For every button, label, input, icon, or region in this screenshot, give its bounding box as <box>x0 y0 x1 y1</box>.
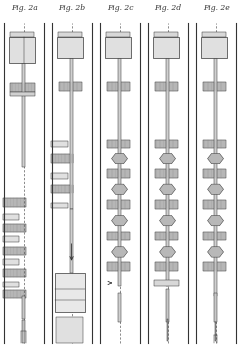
Bar <box>3 198 26 207</box>
Text: Fig. 2c: Fig. 2c <box>107 4 133 12</box>
Bar <box>97 4 143 344</box>
Bar <box>105 37 131 59</box>
Bar <box>22 320 25 343</box>
Bar <box>193 4 239 344</box>
Bar <box>154 32 178 37</box>
Bar <box>51 203 68 208</box>
Bar <box>3 290 26 298</box>
Polygon shape <box>160 247 175 257</box>
Bar <box>70 59 73 209</box>
Bar <box>9 37 36 63</box>
Bar <box>56 317 84 343</box>
Bar <box>107 262 130 271</box>
Bar <box>155 82 178 91</box>
Bar <box>51 154 73 163</box>
Bar <box>57 37 84 59</box>
Bar <box>70 209 73 273</box>
Bar <box>10 32 34 37</box>
Bar <box>49 4 95 344</box>
Bar <box>10 83 35 92</box>
Bar <box>10 92 35 95</box>
Bar <box>203 201 226 209</box>
Bar <box>155 232 178 240</box>
Bar <box>55 273 85 312</box>
Text: Fig. 2a: Fig. 2a <box>11 4 37 12</box>
Bar <box>118 293 121 322</box>
Polygon shape <box>112 184 127 195</box>
Bar <box>106 32 130 37</box>
Bar <box>51 174 68 179</box>
Bar <box>154 280 179 286</box>
Bar <box>203 232 226 240</box>
Bar <box>3 282 19 288</box>
Text: Fig. 2b: Fig. 2b <box>58 4 86 12</box>
Bar <box>155 262 178 271</box>
Bar <box>107 201 130 209</box>
Polygon shape <box>112 153 127 164</box>
Polygon shape <box>160 153 175 164</box>
Bar <box>203 140 226 148</box>
Polygon shape <box>208 184 223 195</box>
Bar <box>107 140 130 148</box>
Bar <box>3 269 26 277</box>
Bar <box>59 82 82 91</box>
Polygon shape <box>208 215 223 226</box>
Polygon shape <box>160 215 175 226</box>
Polygon shape <box>112 215 127 226</box>
Bar <box>107 82 130 91</box>
Bar <box>3 224 26 232</box>
Text: Fig. 2e: Fig. 2e <box>203 4 229 12</box>
Bar <box>22 296 25 318</box>
Bar <box>167 318 168 341</box>
Bar <box>107 169 130 178</box>
Bar <box>202 32 226 37</box>
Bar <box>214 59 217 296</box>
Bar <box>145 4 191 344</box>
Bar <box>166 289 169 322</box>
Polygon shape <box>112 247 127 257</box>
Text: Fig. 2d: Fig. 2d <box>154 4 182 12</box>
Bar <box>118 59 121 286</box>
Bar <box>166 59 169 286</box>
Polygon shape <box>208 153 223 164</box>
Bar <box>153 37 179 59</box>
Bar <box>3 214 19 220</box>
Bar <box>155 140 178 148</box>
Bar <box>203 169 226 178</box>
Bar <box>203 82 226 91</box>
Bar <box>201 37 227 59</box>
Bar <box>155 169 178 178</box>
Bar <box>203 262 226 271</box>
Bar <box>3 236 19 242</box>
Bar <box>155 201 178 209</box>
Bar <box>107 232 130 240</box>
Polygon shape <box>208 247 223 257</box>
Bar <box>51 141 68 147</box>
Polygon shape <box>160 184 175 195</box>
Bar <box>1 4 47 344</box>
Bar <box>215 322 216 341</box>
Bar <box>58 32 82 37</box>
Bar <box>51 185 73 193</box>
Bar <box>214 293 217 322</box>
Bar <box>3 259 19 265</box>
Bar <box>22 63 25 167</box>
Bar <box>3 247 26 255</box>
